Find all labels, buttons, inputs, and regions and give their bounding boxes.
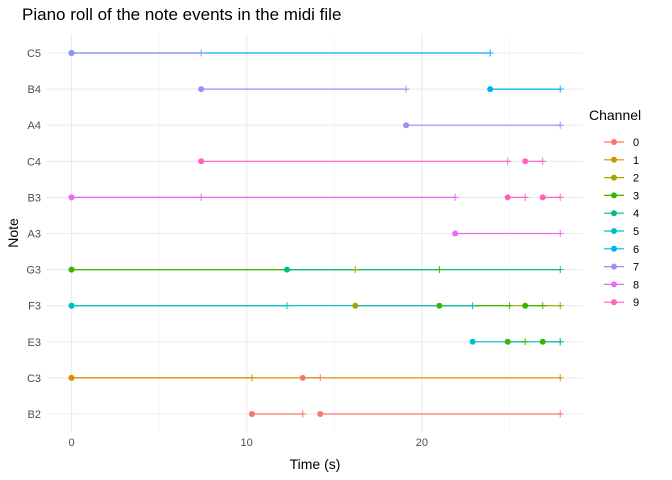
x-tick-label: 0: [68, 437, 74, 449]
legend-label: 9: [633, 297, 639, 309]
note-end-marker: [451, 193, 459, 201]
legend-key-point: [611, 210, 617, 217]
note-start-point: [248, 411, 255, 417]
legend-label: 3: [633, 190, 639, 202]
y-tick-label: A3: [28, 229, 41, 241]
note-start-point: [198, 158, 205, 165]
legend-key-point: [611, 228, 617, 234]
x-tick-label: 10: [241, 437, 253, 449]
legend-label: 1: [633, 155, 639, 167]
note-end-marker: [505, 302, 513, 310]
note-start-point: [68, 266, 75, 273]
note-end-marker: [556, 410, 564, 418]
legend-label: 0: [633, 137, 639, 149]
note-end-marker: [402, 85, 410, 93]
y-tick-label: B2: [28, 409, 41, 421]
note-end-marker: [556, 230, 564, 237]
note-markers: [68, 49, 564, 418]
note-end-marker: [283, 302, 291, 310]
note-start-point: [299, 374, 306, 381]
note-end-marker: [504, 157, 512, 165]
note-end-marker: [556, 121, 564, 129]
y-tick-label: C3: [27, 373, 41, 385]
legend-key-point: [611, 139, 617, 145]
note-end-marker: [248, 374, 256, 382]
legend-label: 8: [633, 279, 639, 291]
note-end-marker: [197, 49, 205, 57]
y-tick-label: B3: [28, 192, 41, 204]
legend-label: 7: [633, 262, 639, 274]
x-axis-title: Time (s): [290, 456, 341, 472]
legend-label: 5: [633, 226, 639, 238]
legend-key-point: [611, 299, 617, 306]
note-end-marker: [197, 193, 205, 201]
legend-key-point: [611, 245, 617, 252]
legend-key-point: [611, 281, 617, 288]
x-tick-labels: 0 10 20: [68, 437, 428, 449]
note-start-point: [198, 86, 205, 93]
legend: Channel 0 1 2 3 4 5 6 7 8 9: [589, 107, 641, 309]
y-tick-label: C4: [27, 156, 41, 168]
note-start-point: [487, 86, 494, 93]
note-end-marker: [316, 374, 324, 382]
note-start-point: [539, 338, 546, 345]
note-end-marker: [435, 266, 443, 274]
note-start-point: [522, 158, 529, 165]
note-end-marker: [556, 374, 564, 382]
y-tick-label: A4: [28, 120, 41, 132]
note-start-point: [522, 302, 529, 309]
legend-key-point: [611, 174, 617, 181]
note-start-point: [283, 266, 290, 273]
note-end-marker: [539, 157, 547, 165]
legend-label: 4: [633, 208, 639, 220]
note-end-marker: [486, 49, 494, 57]
note-start-point: [504, 338, 511, 345]
legend-title: Channel: [589, 107, 641, 123]
note-end-marker: [556, 193, 564, 201]
note-end-marker: [521, 338, 529, 346]
y-tick-label: F3: [28, 301, 41, 313]
note-start-point: [68, 302, 75, 309]
note-start-point: [539, 194, 546, 201]
note-start-point: [352, 302, 359, 309]
y-tick-label: G3: [26, 265, 41, 277]
legend-label: 6: [633, 244, 639, 256]
note-start-point: [436, 302, 443, 309]
y-tick-label: B4: [28, 84, 41, 96]
note-start-point: [68, 50, 75, 56]
note-end-marker: [521, 193, 529, 201]
note-end-marker: [299, 410, 307, 418]
note-start-point: [403, 122, 410, 129]
legend-key-point: [611, 192, 617, 199]
note-start-point: [68, 374, 75, 381]
x-tick-label: 20: [416, 437, 428, 449]
note-end-marker: [556, 85, 564, 93]
note-start-point: [68, 194, 75, 201]
note-end-marker: [556, 266, 564, 274]
y-axis-title: Note: [5, 218, 21, 248]
note-end-marker: [539, 302, 547, 310]
legend-label: 2: [633, 173, 639, 185]
note-end-marker: [351, 266, 359, 274]
chart-title: Piano roll of the note events in the mid…: [22, 5, 341, 24]
note-start-point: [504, 194, 511, 201]
note-start-point: [317, 411, 324, 417]
note-end-marker: [556, 338, 564, 346]
note-end-marker: [469, 302, 477, 310]
note-start-point: [469, 338, 476, 345]
note-end-marker: [556, 302, 564, 310]
y-tick-label: E3: [28, 337, 41, 349]
note-start-point: [452, 230, 459, 237]
legend-key-point: [611, 156, 617, 163]
y-tick-label: C5: [27, 48, 41, 60]
legend-key-point: [611, 263, 617, 270]
y-tick-labels: B2 C3 E3 F3 G3 A3 B3 C4 A4 B4 C5: [26, 48, 41, 421]
note-segments: [71, 52, 561, 415]
